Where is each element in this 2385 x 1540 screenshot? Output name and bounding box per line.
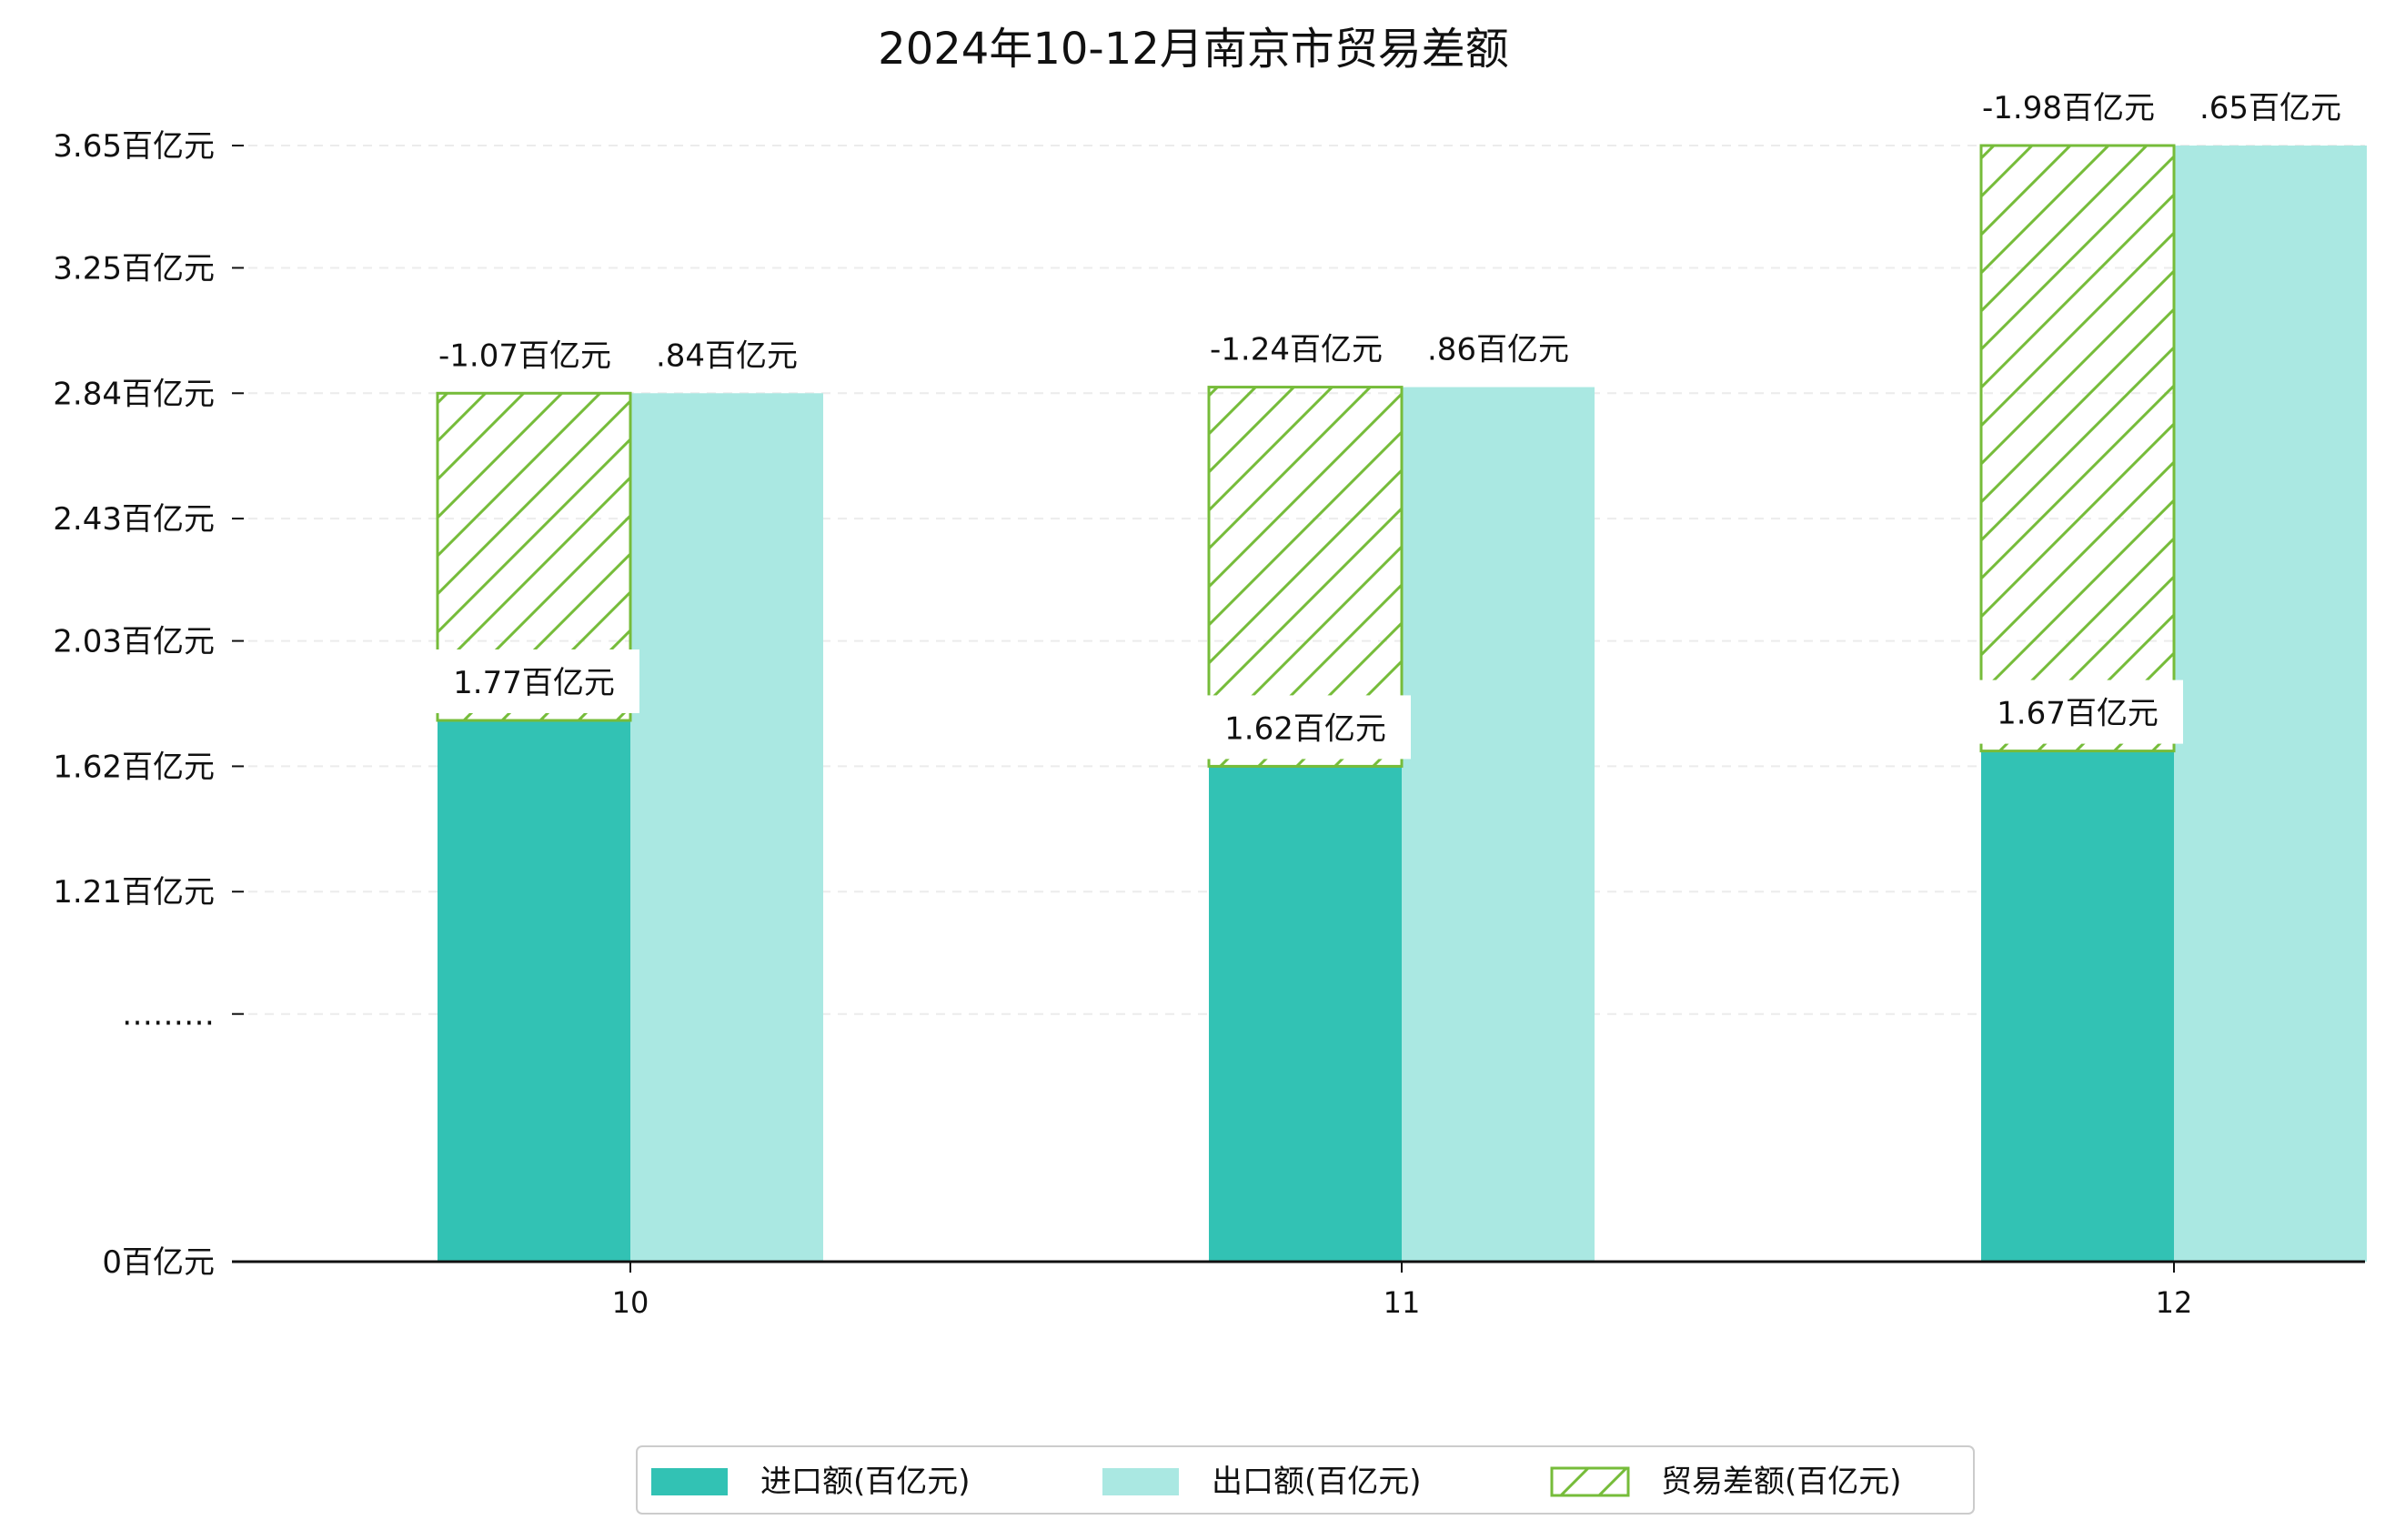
legend-label: 出口额(百亿元) (1212, 1464, 1422, 1500)
data-label-box (1972, 679, 2183, 744)
legend-swatch (1102, 1468, 1179, 1495)
x-tick-label: 10 (612, 1285, 649, 1320)
y-tick-label: 3.65百亿元 (53, 128, 215, 165)
legend-frame (636, 1445, 1975, 1515)
y-tick-label: ……… (122, 997, 215, 1033)
bar-balance (1979, 144, 2176, 753)
y-tick-label: 1.21百亿元 (53, 874, 215, 911)
legend-label: 进口额(百亿元) (760, 1464, 971, 1500)
data-label: -1.24百亿元 (1210, 332, 1383, 368)
y-tick-label: 3.25百亿元 (53, 250, 215, 287)
legend-swatch (651, 1468, 728, 1495)
data-label-box (411, 322, 639, 387)
legend-label: 贸易差额(百亿元) (1661, 1464, 1902, 1500)
data-labels: 1.77百亿元 -1.07百亿元 .84百亿元 1.62百亿元 -1.24百亿元 .86百… (411, 75, 2357, 760)
y-tick-label: 1.62百亿元 (53, 749, 215, 785)
data-label: 1.77百亿元 (453, 665, 615, 701)
data-label-box (1200, 695, 1411, 760)
data-label-box (2184, 75, 2357, 138)
bar-import (1981, 750, 2174, 1262)
legend-swatch (1550, 1466, 1630, 1497)
data-label-box (428, 649, 639, 713)
data-label: 1.67百亿元 (1997, 696, 2159, 732)
data-label-box (640, 322, 813, 387)
bar-export (630, 393, 823, 1262)
y-tick-label: 2.84百亿元 (53, 376, 215, 412)
data-label: .86百亿元 (1427, 332, 1569, 368)
bar-export (2174, 146, 2367, 1262)
x-axis: 10 11 12 (232, 1260, 2365, 1320)
y-axis: 0百亿元 ……… 1.21百亿元 1.62百亿元 2.03百亿元 2.43百亿元 2.84百… (53, 128, 244, 1281)
x-tick-label: 11 (1384, 1285, 1421, 1320)
data-label: .65百亿元 (2199, 90, 2341, 126)
data-label-box (1182, 316, 1410, 380)
data-label: .84百亿元 (656, 337, 798, 374)
data-label: -1.98百亿元 (1982, 90, 2155, 126)
chart-title: 2024年10-12月南京市贸易差额 (878, 24, 1509, 75)
bar-import (438, 720, 630, 1262)
data-label: 1.62百亿元 (1224, 710, 1386, 747)
data-label-box (1955, 75, 2182, 138)
y-tick-label: 0百亿元 (102, 1244, 215, 1281)
y-tick-label: 2.03百亿元 (53, 624, 215, 660)
bar-import (1209, 766, 1402, 1262)
legend: 进口额(百亿元) 出口额(百亿元) 贸易差额(百亿元) (636, 1445, 1975, 1515)
data-label: -1.07百亿元 (438, 337, 611, 374)
x-tick-label: 12 (2156, 1285, 2193, 1320)
y-tick-label: 2.43百亿元 (53, 501, 215, 538)
bars (436, 144, 2367, 1263)
data-label-box (1412, 316, 1585, 380)
bar-export (1402, 387, 1595, 1263)
